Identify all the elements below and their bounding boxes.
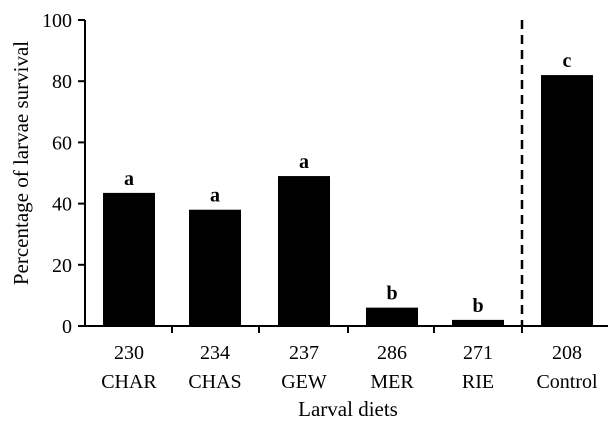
x-axis-title: Larval diets bbox=[298, 397, 398, 421]
category-name-label: MER bbox=[370, 371, 414, 393]
bar bbox=[189, 209, 241, 326]
y-tick-label: 60 bbox=[52, 132, 72, 154]
bar bbox=[452, 319, 504, 326]
bar bbox=[278, 176, 330, 326]
bar bbox=[541, 75, 593, 326]
significance-letter: b bbox=[386, 283, 397, 305]
category-name-label: GEW bbox=[281, 371, 327, 393]
category-code-label: 286 bbox=[377, 342, 407, 364]
labels: 0 20 40 60 80 100 a 230 CHAR a 234 CHAS a 237 GEW b 286 M… bbox=[42, 10, 598, 393]
category-code-label: 230 bbox=[114, 342, 144, 364]
bar bbox=[366, 307, 418, 326]
category-name-label: CHAS bbox=[188, 371, 241, 393]
significance-letter: a bbox=[210, 185, 220, 207]
y-axis-title: Percentage of larvae survival bbox=[9, 41, 33, 285]
y-tick-label: 20 bbox=[52, 255, 72, 277]
y-tick-label: 40 bbox=[52, 194, 72, 216]
category-name-label: Control bbox=[536, 371, 598, 393]
significance-letter: a bbox=[124, 168, 134, 190]
y-tick-label: 0 bbox=[62, 316, 72, 338]
category-name-label: RIE bbox=[462, 371, 494, 393]
category-code-label: 234 bbox=[200, 342, 230, 364]
axes bbox=[78, 19, 608, 333]
category-code-label: 271 bbox=[463, 342, 493, 364]
bars bbox=[103, 75, 593, 326]
significance-letter: a bbox=[299, 151, 309, 173]
y-tick-label: 100 bbox=[42, 10, 72, 32]
category-name-label: CHAR bbox=[101, 371, 157, 393]
significance-letter: b bbox=[472, 295, 483, 317]
y-tick-label: 80 bbox=[52, 71, 72, 93]
bar bbox=[103, 192, 155, 326]
significance-letter: c bbox=[563, 50, 572, 72]
category-code-label: 237 bbox=[289, 342, 319, 364]
category-code-label: 208 bbox=[552, 342, 582, 364]
